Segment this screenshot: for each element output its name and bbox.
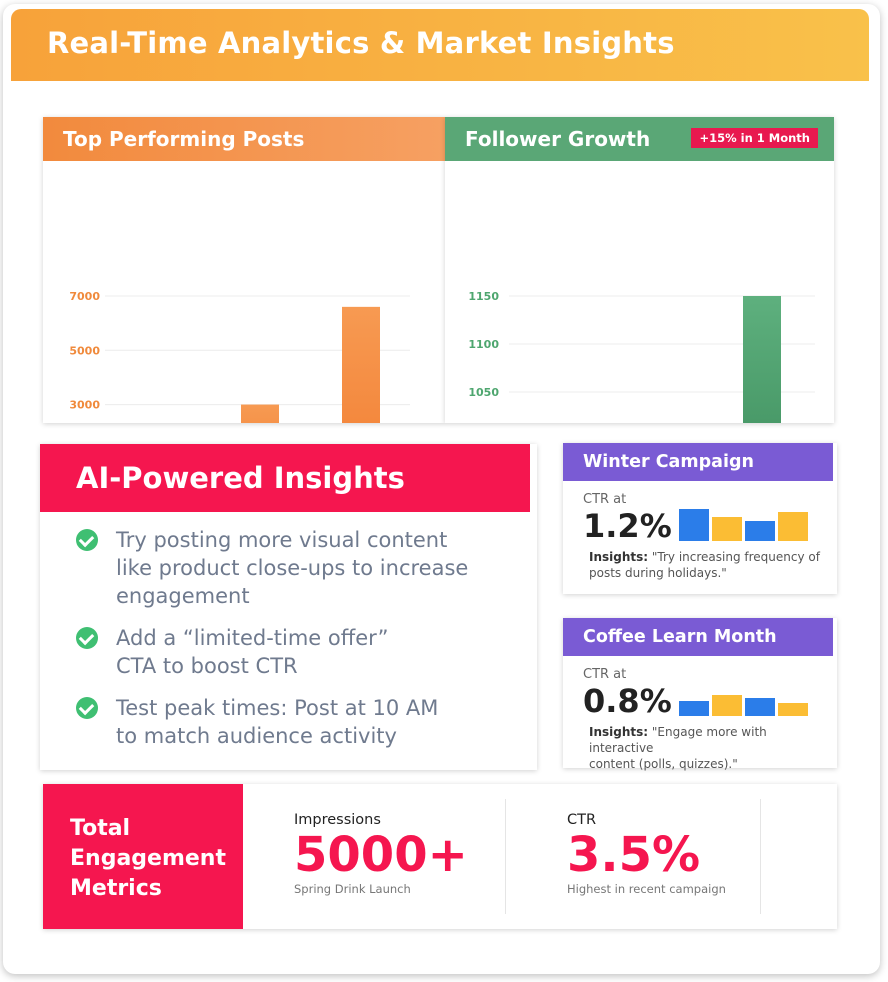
insight-text: CTA to boost CTR [116,654,298,678]
mini-bar [712,517,742,541]
impressions-value: 5000+ [294,827,468,883]
ctr-metric-sub: Highest in recent campaign [567,882,726,896]
winter-campaign-title: Winter Campaign [563,443,833,481]
follower-growth-chart: 1000105011001150FebruaryMarchApril [468,290,815,423]
top-posts-card: Top Performing Posts 1000300050007000Cus… [43,117,445,423]
insight-text: engagement [116,584,250,608]
insight-text: Add a “limited-time offer” [116,626,389,650]
check-circle-icon [76,529,98,551]
ctr-label: CTR at [583,667,627,682]
y-tick-label: 1100 [468,338,499,351]
coffee-mini-chart [679,688,811,716]
ctr-metric-value: 3.5% [567,827,701,883]
insight-text: Test peak times: Post at 10 AM [116,696,439,720]
bar [342,306,380,423]
top-posts-title: Top Performing Posts [43,117,445,161]
insights-text: "Try increasing frequency of [651,550,820,564]
total-title-line: Metrics [70,876,162,901]
campaign-insights: Insights: "Engage more with interactive … [589,724,829,772]
y-tick-label: 1050 [468,386,499,399]
insights-label: Insights: [589,725,649,739]
y-tick-label: 3000 [69,399,100,412]
follower-growth-card: Follower Growth +15% in 1 Month 10001050… [445,117,834,423]
insight-text: Try posting more visual content [116,528,448,552]
mini-bar [745,521,775,541]
insights-text: posts during holidays." [589,566,727,580]
ai-insights-title: AI-Powered Insights [40,444,530,512]
impressions-sub: Spring Drink Launch [294,882,411,896]
ctr-value: 1.2% [583,507,672,545]
y-tick-label: 1150 [468,290,499,303]
ctr-metric: CTR 3.5% Highest in recent campaign [567,812,726,896]
total-engagement-title: Total Engagement Metrics [43,784,243,929]
growth-badge: +15% in 1 Month [691,128,818,148]
page-header: Real-Time Analytics & Market Insights [11,9,869,81]
divider [760,799,761,914]
page-title: Real-Time Analytics & Market Insights [47,26,675,60]
ai-insights-card: AI-Powered Insights Try posting more vis… [40,444,537,770]
check-circle-icon [76,627,98,649]
y-tick-label: 7000 [69,290,100,303]
impressions-metric: Impressions 5000+ Spring Drink Launch [294,812,468,896]
mini-bar [712,695,742,716]
total-title-line: Engagement [70,846,226,871]
insights-text: "Engage more with interactive [589,725,767,755]
mini-bar [679,701,709,716]
coffee-campaign-title: Coffee Learn Month [563,618,833,656]
mini-bar [679,509,709,541]
top-posts-chart: 1000300050007000CustomerStory PostSeason… [69,290,410,423]
ctr-label: CTR at [583,492,627,507]
insight-text: to match audience activity [116,724,397,748]
impressions-label: Impressions [294,812,381,828]
total-title-line: Total [70,816,131,841]
winter-mini-chart [679,507,811,541]
total-engagement-card: Total Engagement Metrics Impressions 500… [43,784,837,929]
y-tick-label: 5000 [69,344,100,357]
winter-campaign-card: Winter Campaign CTR at 1.2% Insights: "T… [563,443,837,594]
insights-label: Insights: [589,550,649,564]
divider [505,799,506,914]
mini-bar [778,703,808,716]
ctr-value: 0.8% [583,682,672,720]
check-circle-icon [76,697,98,719]
bar [241,404,279,423]
mini-bar [745,698,775,716]
mini-bar [778,512,808,541]
insights-text: content (polls, quizzes)." [589,757,738,771]
coffee-campaign-card: Coffee Learn Month CTR at 0.8% Insights:… [563,618,837,771]
insight-text: like product close-ups to increase [116,556,469,580]
ctr-metric-label: CTR [567,812,597,828]
campaign-insights: Insights: "Try increasing frequency of p… [589,549,829,581]
bar [743,296,781,423]
